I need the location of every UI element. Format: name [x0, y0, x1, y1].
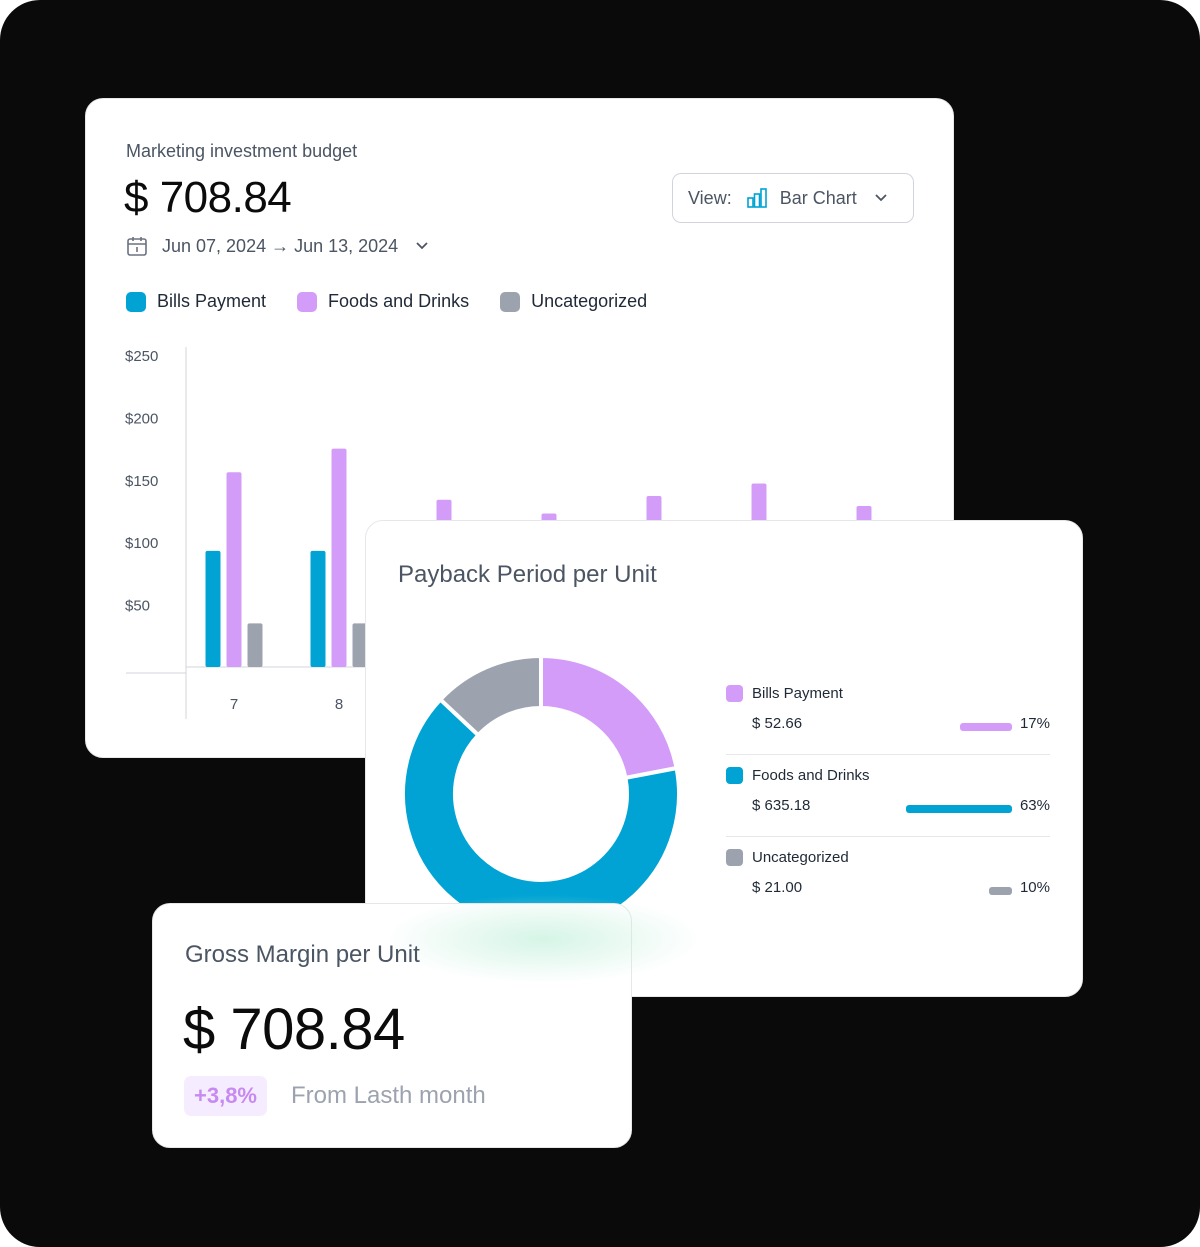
y-tick-label: $50 — [125, 598, 150, 615]
calendar-icon — [127, 237, 147, 256]
bar-uncategorized — [247, 623, 263, 667]
legend-swatch-foods — [297, 291, 318, 312]
bar-bills-payment — [310, 550, 326, 667]
view-label: View: — [688, 187, 732, 208]
breakdown-progress-bar — [906, 805, 1012, 813]
legend-label: Foods and Drinks — [328, 291, 470, 311]
legend-swatch-uncategorized — [500, 291, 521, 312]
y-tick-label: $200 — [125, 410, 158, 427]
payback-card: Payback Period per Unit Bills Payment $ … — [365, 520, 1083, 997]
legend-label: Uncategorized — [531, 291, 648, 311]
breakdown-swatch — [726, 685, 743, 702]
breakdown-row-bills: Bills Payment $ 52.66 17% — [726, 673, 1050, 755]
bar-uncategorized — [352, 623, 368, 667]
x-tick-label: 8 — [335, 696, 343, 713]
breakdown-label: Foods and Drinks — [752, 767, 870, 784]
donut-slice-bills-payment — [539, 653, 679, 781]
donut-chart — [401, 653, 681, 934]
chart-legend: Bills Payment Foods and Drinks Uncategor… — [126, 291, 678, 312]
margin-total: $ 708.84 — [183, 997, 405, 1062]
breakdown-name: Bills Payment — [726, 685, 843, 702]
change-badge: +3,8% — [184, 1076, 267, 1116]
breakdown-amount: $ 52.66 — [752, 715, 803, 732]
donut-slice-uncategorized — [437, 653, 543, 738]
payback-breakdown: Bills Payment $ 52.66 17% Foods and Drin… — [726, 673, 1050, 919]
margin-title: Gross Margin per Unit — [185, 941, 420, 968]
view-value: Bar Chart — [779, 187, 857, 208]
breakdown-percent: 17% — [1019, 715, 1050, 732]
bar-foods-and-drinks — [331, 448, 347, 667]
date-range-picker[interactable]: Jun 07, 2024 → Jun 13, 2024 — [126, 235, 444, 257]
breakdown-percent: 63% — [1019, 797, 1050, 814]
legend-swatch-bills — [126, 291, 146, 312]
bar-foods-and-drinks — [226, 472, 242, 667]
y-tick-label: $150 — [125, 473, 158, 490]
legend-item-bills[interactable]: Bills Payment — [126, 291, 266, 312]
margin-card: Gross Margin per Unit $ 708.84 +3,8% Fro… — [152, 894, 703, 1148]
bar-chart-icon — [746, 187, 768, 209]
breakdown-amount: $ 21.00 — [752, 879, 803, 896]
breakdown-row-uncategorized: Uncategorized $ 21.00 10% — [726, 837, 1050, 919]
breakdown-label: Uncategorized — [752, 849, 849, 866]
chevron-down-icon — [873, 190, 889, 206]
breakdown-swatch — [726, 849, 743, 866]
legend-label: Bills Payment — [157, 291, 267, 311]
legend-item-uncategorized[interactable]: Uncategorized — [500, 291, 647, 312]
breakdown-percent: 10% — [1019, 879, 1050, 896]
bar-bills-payment — [205, 550, 221, 667]
budget-subtitle: Marketing investment budget — [126, 141, 358, 161]
y-tick-label: $100 — [125, 535, 158, 552]
breakdown-row-foods: Foods and Drinks $ 635.18 63% — [726, 755, 1050, 837]
change-caption: From Lasth month — [291, 1082, 486, 1109]
breakdown-progress-bar — [960, 723, 1012, 731]
breakdown-amount: $ 635.18 — [752, 797, 811, 814]
budget-total: $ 708.84 — [124, 173, 292, 222]
view-selector-button[interactable]: View: Bar Chart — [672, 173, 914, 223]
breakdown-label: Bills Payment — [752, 685, 843, 702]
legend-item-foods[interactable]: Foods and Drinks — [297, 291, 469, 312]
breakdown-name: Uncategorized — [726, 849, 849, 866]
breakdown-name: Foods and Drinks — [726, 767, 870, 784]
x-tick-label: 7 — [230, 696, 238, 713]
payback-title: Payback Period per Unit — [398, 561, 657, 588]
y-tick-label: $250 — [125, 348, 158, 365]
date-range-text: Jun 07, 2024 → Jun 13, 2024 — [162, 235, 399, 256]
chevron-down-icon — [416, 242, 428, 250]
breakdown-swatch — [726, 767, 743, 784]
breakdown-progress-bar — [989, 887, 1012, 895]
